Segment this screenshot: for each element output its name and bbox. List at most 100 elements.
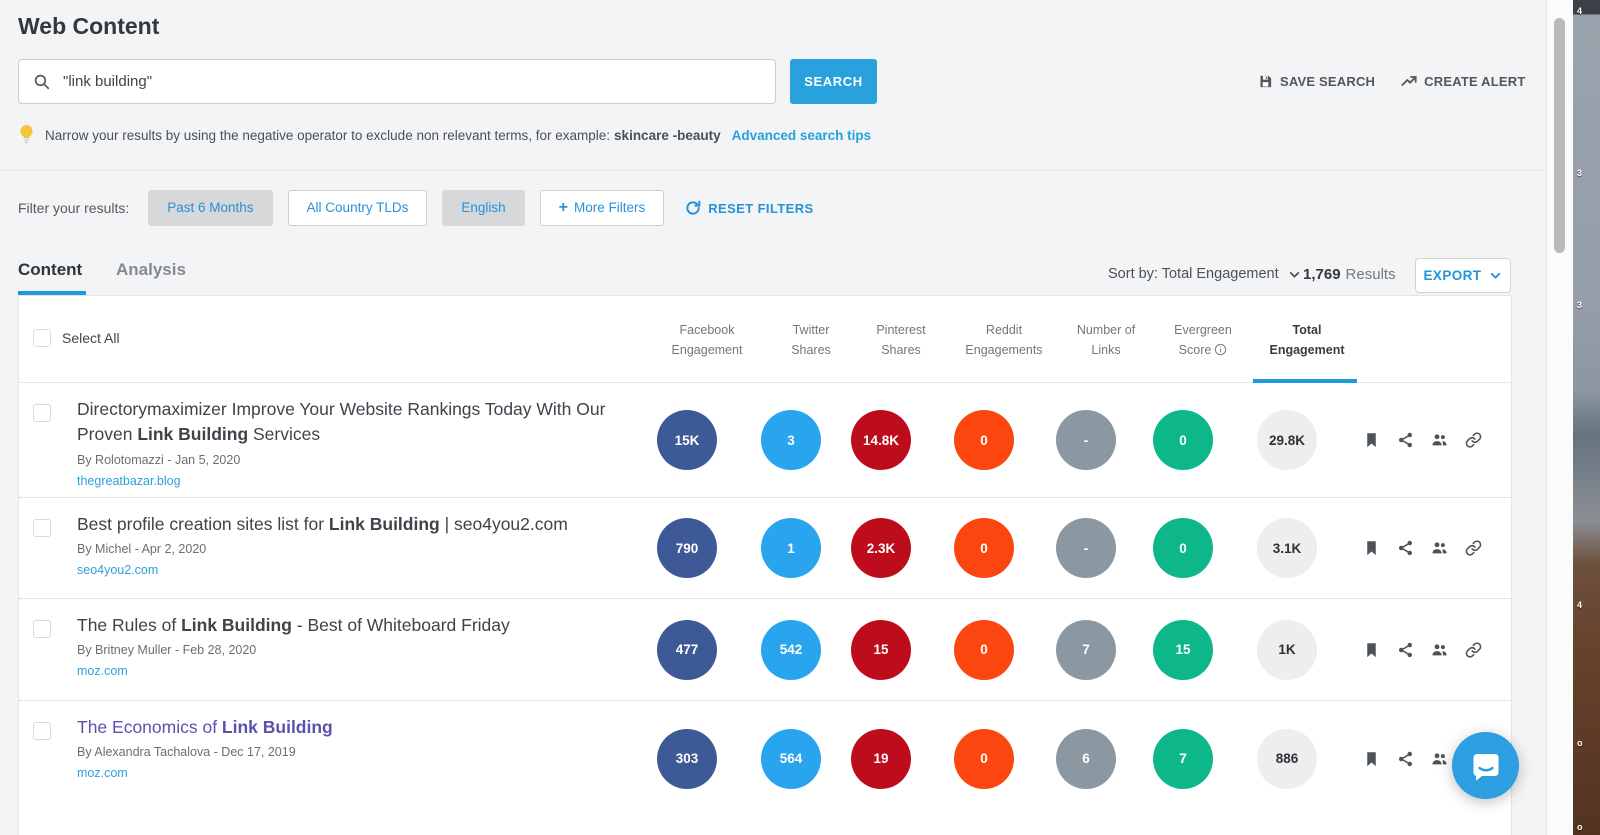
result-byline: By Michel - Apr 2, 2020 (77, 542, 207, 557)
twitter-shares-badge: 542 (761, 619, 821, 680)
result-title-link[interactable]: Best profile creation sites list for Lin… (77, 514, 568, 534)
tab-content[interactable]: Content (18, 260, 83, 279)
audience-icon[interactable] (1431, 432, 1448, 449)
pinterest-shares-badge: 19 (851, 728, 911, 789)
filter-time-chip[interactable]: Past 6 Months (148, 190, 273, 226)
results-count-wrap: 1,769 Results (1303, 266, 1396, 283)
save-search-label: SAVE SEARCH (1280, 73, 1376, 89)
table-row: Best profile creation sites list for Lin… (19, 497, 1511, 598)
select-all: Select All (33, 329, 120, 347)
row-checkbox[interactable] (33, 404, 51, 422)
page-title: Web Content (18, 13, 160, 39)
results-table: Select All Facebook Engagement Twitter Sha… (18, 295, 1512, 835)
desktop-wallpaper-strip: 4 3 3 4 o o (1573, 0, 1600, 835)
col-reddit[interactable]: Reddit Engagements (965, 323, 1043, 357)
col-facebook[interactable]: Facebook Engagement (671, 323, 743, 357)
backlinks-icon[interactable] (1465, 540, 1482, 557)
desktop-icon-fragment: 3 (1577, 168, 1583, 178)
plus-icon: + (558, 199, 568, 216)
audience-icon[interactable] (1431, 750, 1448, 767)
pinterest-shares-badge: 2.3K (851, 518, 911, 578)
filter-language-chip[interactable]: English (442, 190, 525, 226)
reddit-engagements-badge: 0 (954, 728, 1014, 789)
total-engagement-badge: 3.1K (1257, 518, 1317, 578)
share-icon[interactable] (1397, 750, 1414, 767)
sort-by-dropdown[interactable]: Sort by: Total Engagement (1108, 266, 1301, 282)
facebook-engagement-badge: 303 (657, 728, 717, 789)
pinterest-shares-badge: 15 (851, 619, 911, 680)
col-twitter[interactable]: Twitter Shares (791, 323, 831, 357)
col-pinterest[interactable]: Pinterest Shares (876, 323, 926, 357)
sorted-column-underline (1253, 379, 1357, 383)
search-input[interactable] (63, 73, 761, 90)
chat-bubble-icon (1472, 753, 1498, 781)
result-title-link[interactable]: The Rules of Link Building - Best of Whi… (77, 615, 510, 635)
search-box[interactable] (18, 59, 776, 104)
tip-bar: Narrow your results by using the negativ… (18, 123, 871, 147)
table-row: The Rules of Link Building - Best of Whi… (19, 598, 1511, 700)
section-divider (0, 170, 1573, 171)
export-button[interactable]: EXPORT (1415, 258, 1511, 293)
pinterest-shares-badge: 14.8K (851, 410, 911, 470)
bookmark-icon[interactable] (1363, 750, 1380, 767)
col-total-engagement[interactable]: Total Engagement (1269, 323, 1345, 357)
evergreen-score-badge: 0 (1153, 518, 1213, 578)
tab-analysis[interactable]: Analysis (116, 260, 186, 279)
facebook-engagement-badge: 790 (657, 518, 717, 578)
share-icon[interactable] (1397, 432, 1414, 449)
number-of-links-badge: 6 (1056, 728, 1116, 789)
col-evergreen[interactable]: Evergreen Score (1174, 323, 1232, 357)
share-icon[interactable] (1397, 540, 1414, 557)
result-domain-link[interactable]: thegreatbazar.blog (77, 473, 181, 488)
backlinks-icon[interactable] (1465, 432, 1482, 449)
desktop-icon-fragment: o (1577, 822, 1583, 832)
desktop-icon-fragment: 4 (1577, 600, 1583, 610)
desktop-icon-fragment: o (1577, 738, 1583, 748)
row-checkbox[interactable] (33, 722, 51, 740)
chat-launcher-button[interactable] (1452, 732, 1519, 799)
desktop-icon-fragment: 4 (1577, 6, 1583, 16)
table-row: The Economics of Link Building By Alexan… (19, 700, 1511, 816)
number-of-links-badge: - (1056, 518, 1116, 578)
reset-filters-button[interactable]: RESET FILTERS (685, 200, 813, 216)
create-alert-button[interactable]: CREATE ALERT (1401, 73, 1525, 89)
select-all-checkbox[interactable] (33, 329, 51, 347)
twitter-shares-badge: 3 (761, 410, 821, 470)
total-engagement-badge: 1K (1257, 619, 1317, 680)
result-title-link[interactable]: The Economics of Link Building (77, 717, 333, 737)
facebook-engagement-badge: 477 (657, 619, 717, 680)
total-engagement-badge: 886 (1257, 728, 1317, 789)
tip-text: Narrow your results by using the negativ… (45, 127, 611, 143)
total-engagement-badge: 29.8K (1257, 410, 1317, 470)
reddit-engagements-badge: 0 (954, 619, 1014, 680)
number-of-links-badge: - (1056, 410, 1116, 470)
evergreen-score-badge: 0 (1153, 410, 1213, 470)
search-button[interactable]: SEARCH (790, 59, 877, 104)
twitter-shares-badge: 1 (761, 518, 821, 578)
share-icon[interactable] (1397, 641, 1414, 658)
result-byline: By Alexandra Tachalova - Dec 17, 2019 (77, 745, 296, 760)
audience-icon[interactable] (1431, 540, 1448, 557)
scrollbar-track (1546, 0, 1573, 835)
col-links[interactable]: Number of Links (1076, 323, 1136, 357)
results-count: 1,769 (1303, 266, 1341, 283)
backlinks-icon[interactable] (1465, 641, 1482, 658)
result-domain-link[interactable]: seo4you2.com (77, 563, 159, 578)
save-icon (1260, 75, 1272, 87)
result-title-link[interactable]: Directorymaximizer Improve Your Website … (77, 399, 606, 445)
row-checkbox[interactable] (33, 519, 51, 537)
bookmark-icon[interactable] (1363, 641, 1380, 658)
info-icon[interactable] (1214, 343, 1227, 356)
select-all-label: Select All (62, 330, 120, 346)
audience-icon[interactable] (1431, 641, 1448, 658)
row-checkbox[interactable] (33, 620, 51, 638)
more-filters-button[interactable]: + More Filters (539, 190, 665, 226)
advanced-search-tips-link[interactable]: Advanced search tips (731, 127, 872, 143)
result-domain-link[interactable]: moz.com (77, 766, 128, 781)
bookmark-icon[interactable] (1363, 540, 1380, 557)
filter-tlds-chip[interactable]: All Country TLDs (287, 190, 428, 226)
bookmark-icon[interactable] (1363, 432, 1380, 449)
scrollbar-thumb[interactable] (1554, 18, 1565, 253)
result-domain-link[interactable]: moz.com (77, 664, 128, 679)
save-search-button[interactable]: SAVE SEARCH (1258, 74, 1375, 89)
